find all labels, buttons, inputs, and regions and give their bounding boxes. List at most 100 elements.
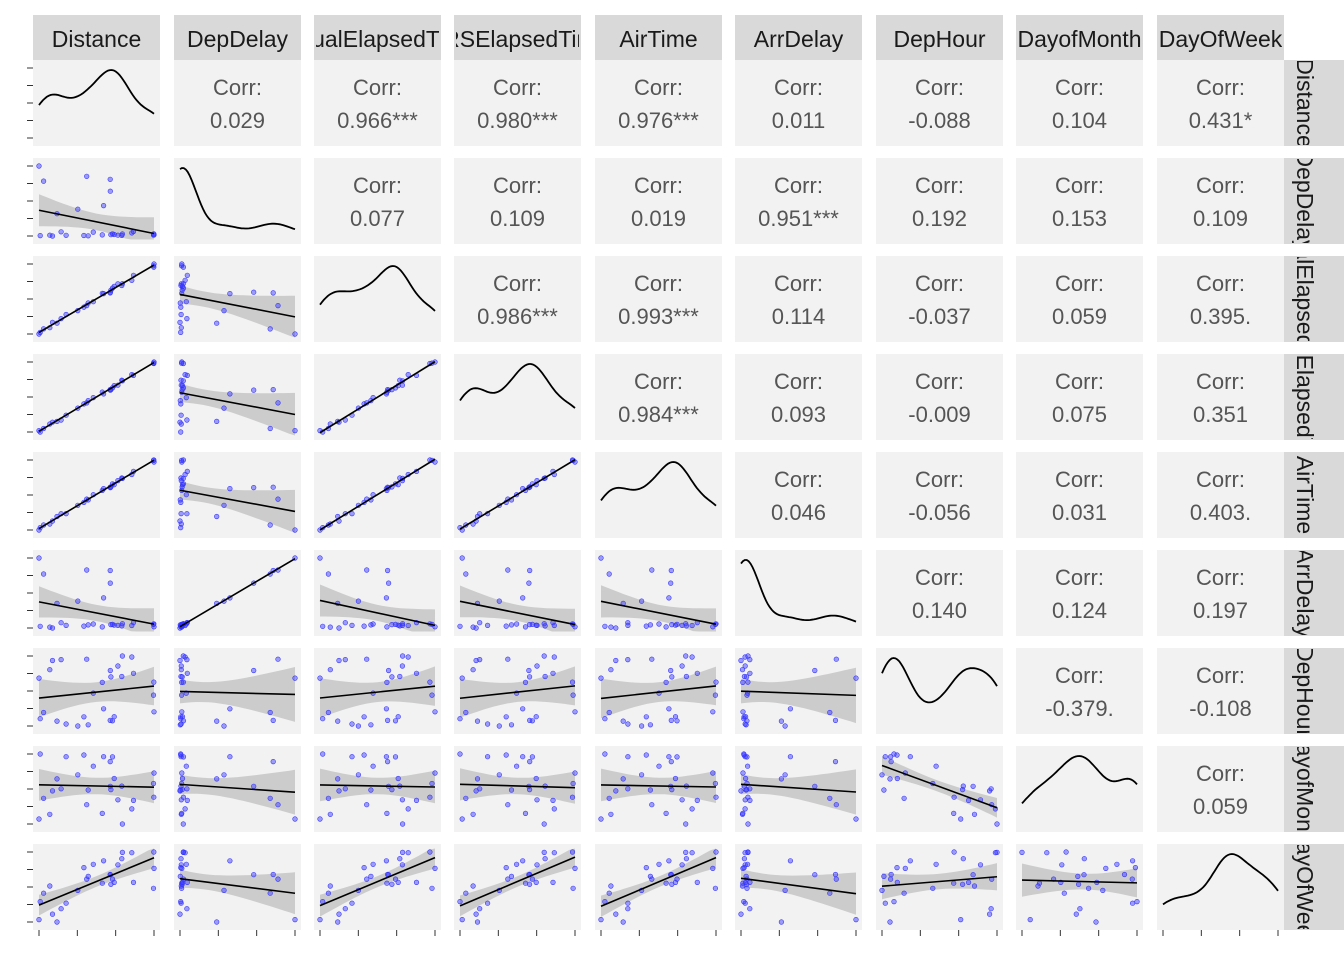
point-3-1-19 — [221, 405, 227, 411]
point-8-7-6 — [1077, 906, 1083, 912]
point-7-2-6 — [342, 786, 348, 792]
point-5-0-17 — [37, 623, 43, 629]
point-3-1-5 — [275, 400, 281, 406]
corr-value-7-8: 0.059 — [1193, 794, 1248, 819]
corr-label-6-8: Corr: — [1196, 663, 1245, 688]
point-7-4-15 — [672, 775, 679, 782]
point-8-7-17 — [1134, 898, 1140, 905]
point-7-2-20 — [427, 794, 433, 800]
point-7-0-2 — [54, 776, 60, 782]
fit-line-6-2 — [319, 685, 436, 699]
point-8-6-13 — [986, 911, 993, 917]
point-7-5-0 — [853, 816, 859, 822]
point-5-0-9 — [85, 622, 91, 628]
point-2-1-20 — [180, 264, 186, 270]
point-3-1-26 — [227, 391, 233, 397]
point-7-4-6 — [625, 786, 631, 792]
point-7-0-26 — [100, 754, 107, 760]
density-line-8 — [1162, 853, 1279, 906]
corr-label-0-2: Corr: — [353, 75, 402, 100]
point-8-7-0 — [1027, 916, 1033, 923]
point-6-4-21 — [689, 654, 695, 660]
point-8-4-1 — [712, 885, 719, 891]
corr-value-2-3: 0.986*** — [477, 304, 558, 329]
point-5-2-22 — [325, 571, 332, 577]
point-8-1-2 — [214, 919, 220, 925]
corr-label-6-7: Corr: — [1055, 663, 1104, 688]
point-1-0-23 — [81, 232, 87, 239]
point-7-4-14 — [625, 754, 631, 760]
point-7-3-25 — [526, 786, 533, 793]
point-1-0-14 — [63, 232, 69, 238]
point-7-2-18 — [385, 758, 391, 765]
column-strip-6 — [876, 15, 1003, 60]
corr-value-0-7: 0.104 — [1052, 108, 1107, 133]
point-5-2-25 — [389, 621, 395, 628]
point-8-2-9 — [368, 873, 374, 880]
corr-value-6-8: -0.108 — [1189, 696, 1251, 721]
confidence-band-5-4 — [601, 585, 716, 632]
point-7-4-5 — [649, 802, 655, 808]
point-6-5-24 — [740, 709, 746, 715]
point-6-4-9 — [647, 722, 654, 728]
point-5-0-6 — [58, 620, 64, 626]
point-7-2-17 — [320, 751, 326, 757]
panel-4-6 — [876, 452, 1003, 538]
column-strip-0 — [33, 15, 160, 60]
point-6-4-18 — [668, 717, 674, 724]
point-5-4-6 — [625, 620, 631, 626]
point-6-3-7 — [542, 673, 548, 680]
point-8-4-13 — [613, 911, 619, 917]
corr-value-2-7: 0.059 — [1052, 304, 1107, 329]
fit-line-7-5 — [740, 783, 857, 793]
point-8-2-21 — [405, 850, 411, 856]
point-8-5-0 — [853, 916, 859, 923]
point-6-5-4 — [742, 663, 748, 669]
panel-0-7 — [1016, 60, 1143, 146]
point-7-3-5 — [505, 802, 511, 808]
corr-value-1-7: 0.153 — [1052, 206, 1107, 231]
point-5-2-6 — [342, 620, 348, 626]
point-7-5-13 — [738, 788, 744, 794]
corr-label-7-8: Corr: — [1196, 761, 1245, 786]
point-4-1-17 — [178, 524, 184, 531]
point-5-3-19 — [496, 598, 502, 604]
point-8-7-7 — [1081, 856, 1087, 862]
point-8-3-14 — [485, 900, 491, 906]
point-6-1-17 — [178, 716, 184, 722]
point-1-0-27 — [90, 229, 96, 235]
point-6-3-23 — [503, 714, 509, 720]
point-8-4-25 — [669, 881, 675, 887]
confidence-band-8-7 — [1022, 863, 1137, 898]
point-5-4-13 — [613, 625, 619, 631]
point-6-0-7 — [119, 673, 125, 680]
point-8-3-21 — [551, 850, 557, 856]
point-7-1-0 — [292, 816, 298, 822]
point-7-1-6 — [184, 786, 190, 792]
point-7-0-8 — [119, 821, 125, 827]
corr-label-0-1: Corr: — [213, 75, 262, 100]
corr-value-0-5: 0.011 — [772, 108, 825, 133]
row-strip-6 — [1283, 648, 1344, 734]
point-7-3-18 — [527, 758, 533, 765]
point-8-7-8 — [1019, 849, 1025, 856]
panel-0-4 — [595, 60, 722, 146]
point-5-2-13 — [336, 625, 342, 631]
point-5-4-10 — [668, 580, 674, 586]
point-8-6-6 — [988, 906, 994, 912]
panel-6-8 — [1157, 648, 1284, 734]
panel-5-6 — [876, 550, 1003, 636]
point-5-0-19 — [75, 598, 81, 604]
point-6-2-6 — [342, 656, 348, 663]
point-8-7-9 — [1075, 873, 1081, 880]
point-1-0-5 — [84, 173, 90, 179]
point-4-1-13 — [177, 518, 183, 524]
point-7-4-23 — [643, 752, 649, 758]
corr-value-3-4: 0.984*** — [618, 402, 699, 427]
row-strip-1 — [1283, 158, 1344, 244]
density-line-6 — [881, 657, 998, 704]
point-7-4-13 — [613, 788, 619, 794]
point-8-6-0 — [958, 916, 964, 923]
point-7-0-0 — [36, 816, 42, 822]
corr-value-4-5: 0.046 — [771, 500, 826, 525]
